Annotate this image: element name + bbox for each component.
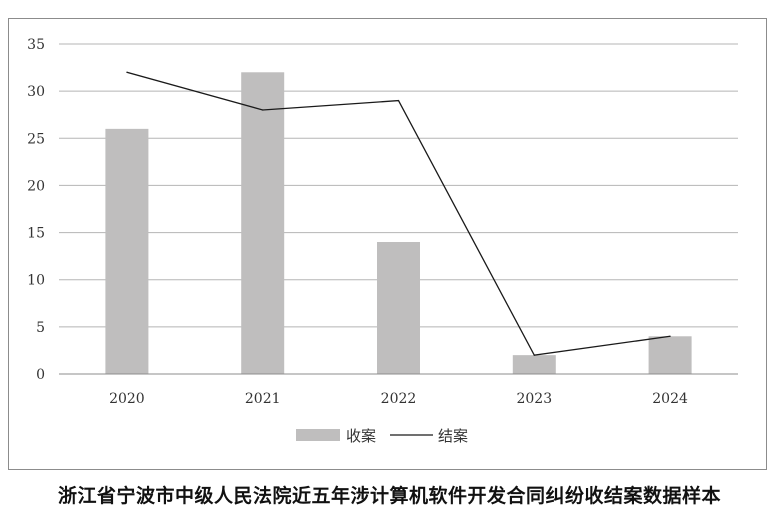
y-tick-label: 5 [36, 320, 45, 336]
x-tick-label: 2022 [381, 391, 417, 407]
legend: 收案 结案 [296, 427, 468, 445]
y-tick-label: 15 [27, 226, 45, 242]
y-tick-label: 10 [27, 273, 45, 289]
y-axis-ticks: 0 5 10 15 20 25 30 35 [27, 37, 45, 383]
line-point-2021 [262, 109, 264, 111]
x-tick-label: 2021 [245, 391, 281, 407]
y-tick-label: 20 [27, 178, 45, 194]
line-series [126, 71, 671, 356]
chart-frame: 0 5 10 15 20 25 30 35 2020 2021 2022 2023 2024 收案 结… [8, 18, 767, 470]
grid-lines [59, 43, 738, 328]
bar-2023 [512, 355, 556, 374]
chart-plot: 0 5 10 15 20 25 30 35 2020 2021 2022 2023 2024 收案 结… [27, 37, 738, 445]
y-tick-label: 25 [27, 131, 45, 147]
y-tick-label: 0 [36, 367, 45, 383]
legend-label-line: 结案 [438, 427, 468, 445]
figure-caption: 浙江省宁波市中级人民法院近五年涉计算机软件开发合同纠纷收结案数据样本 [57, 485, 721, 507]
legend-label-bar: 收案 [346, 427, 376, 445]
bar-2020 [105, 128, 149, 374]
line-point-2023 [533, 354, 535, 356]
y-tick-label: 35 [27, 37, 45, 53]
bar-2021 [241, 72, 285, 375]
x-axis-ticks: 2020 2021 2022 2023 2024 [109, 391, 688, 407]
line-point-2022 [397, 99, 400, 102]
line-point-2024 [669, 335, 671, 337]
x-tick-label: 2020 [109, 391, 145, 407]
bar-series [105, 72, 692, 375]
y-tick-label: 30 [27, 84, 45, 100]
x-tick-label: 2024 [652, 391, 688, 407]
legend-swatch-bar [296, 429, 340, 441]
x-tick-label: 2023 [516, 391, 552, 407]
bar-2022 [377, 242, 420, 374]
line-point-2020 [126, 71, 128, 73]
bar-2024 [648, 336, 692, 374]
